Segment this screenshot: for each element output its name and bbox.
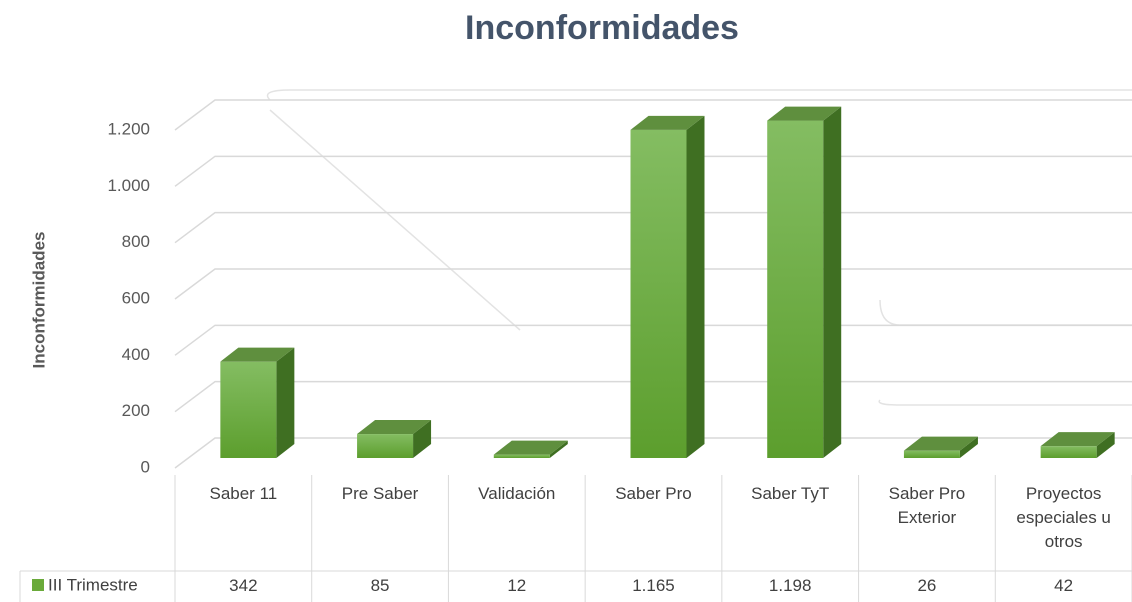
bar — [630, 129, 687, 458]
bar-side — [549, 440, 568, 458]
value-cell: 1.165 — [632, 576, 675, 595]
bar — [767, 120, 824, 459]
bar — [220, 361, 277, 458]
value-cell: 42 — [1054, 576, 1074, 595]
bar-top — [220, 347, 295, 362]
chart-title: Inconformidades — [465, 9, 739, 47]
bar — [1040, 446, 1097, 458]
value-cell: 342 — [229, 576, 258, 595]
decoration — [266, 89, 1132, 406]
value-cell: 1.198 — [768, 576, 812, 595]
value-cell: 85 — [370, 576, 390, 595]
bar-top — [357, 420, 432, 435]
bar-top — [767, 106, 842, 121]
bar-side — [413, 420, 432, 458]
y-axis-title: Inconformidades — [29, 232, 48, 369]
bar-side — [823, 106, 842, 459]
category-cell: Saber Pro — [615, 484, 692, 503]
category-cell: Proyectos especiales u otros — [1016, 484, 1111, 551]
y-tick-label: 200 — [122, 401, 150, 420]
category-cell: Saber Pro Exterior — [888, 484, 966, 527]
bar-side — [959, 436, 978, 458]
bar-side — [1096, 432, 1115, 458]
bar — [357, 434, 414, 458]
bar — [903, 450, 960, 458]
category-cell: Saber 11 — [209, 484, 278, 503]
y-tick-label: 400 — [122, 345, 150, 364]
y-tick-label: 600 — [122, 288, 150, 307]
bar-top — [493, 440, 568, 455]
value-cell: 12 — [507, 576, 527, 595]
y-tick-label: 1.000 — [107, 176, 150, 195]
category-cell: Validación — [478, 484, 556, 503]
bar-top — [630, 115, 705, 130]
value-cell: 26 — [917, 576, 937, 595]
bar-side — [276, 347, 295, 458]
y-tick-label: 800 — [122, 232, 150, 251]
bar-side — [686, 115, 705, 458]
bar — [493, 454, 550, 458]
grid-line — [174, 99, 1132, 131]
category-cell: Saber TyT — [751, 484, 830, 503]
y-tick-label: 0 — [141, 457, 150, 476]
legend-label: III Trimestre — [48, 575, 138, 594]
legend-key — [32, 579, 44, 591]
y-tick-label: 1.200 — [107, 119, 150, 138]
bar-top — [903, 436, 978, 451]
bar-top — [1040, 432, 1115, 447]
category-cell: Pre Saber — [341, 484, 419, 503]
